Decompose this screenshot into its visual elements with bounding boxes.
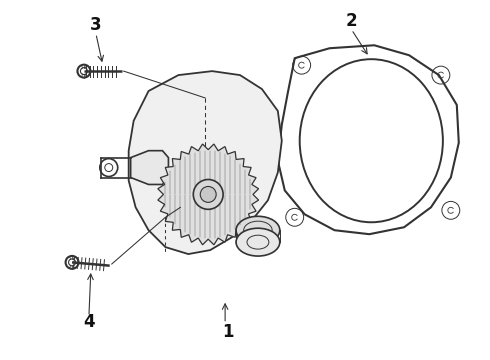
Circle shape xyxy=(200,186,216,202)
Text: 2: 2 xyxy=(345,12,357,30)
Text: 4: 4 xyxy=(83,313,95,331)
Polygon shape xyxy=(131,151,169,184)
Ellipse shape xyxy=(236,228,280,256)
Text: 1: 1 xyxy=(222,323,234,341)
Circle shape xyxy=(193,180,223,209)
Polygon shape xyxy=(158,144,259,245)
Polygon shape xyxy=(129,71,282,254)
Text: 3: 3 xyxy=(90,17,101,35)
Ellipse shape xyxy=(236,216,280,244)
